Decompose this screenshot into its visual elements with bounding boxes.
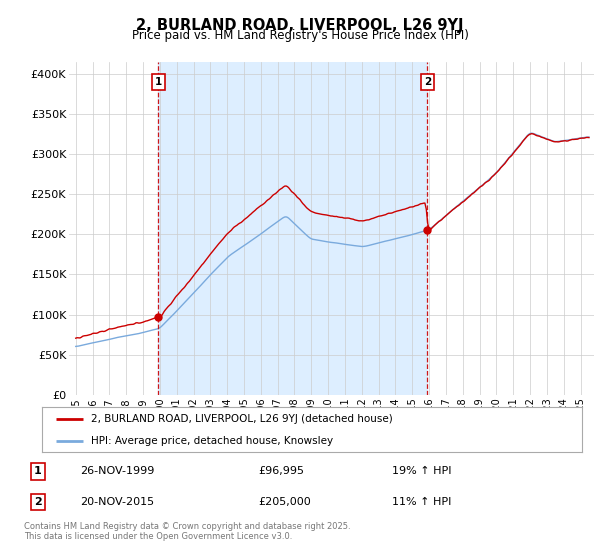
Text: Price paid vs. HM Land Registry's House Price Index (HPI): Price paid vs. HM Land Registry's House … <box>131 29 469 42</box>
Text: £205,000: £205,000 <box>259 497 311 507</box>
Text: HPI: Average price, detached house, Knowsley: HPI: Average price, detached house, Know… <box>91 436 333 446</box>
Text: 11% ↑ HPI: 11% ↑ HPI <box>392 497 452 507</box>
Text: 1: 1 <box>34 466 42 477</box>
Text: 2: 2 <box>424 77 431 87</box>
Text: £96,995: £96,995 <box>259 466 304 477</box>
Bar <box>158 62 427 395</box>
Text: 2: 2 <box>34 497 42 507</box>
Text: 1: 1 <box>155 77 162 87</box>
Text: 2, BURLAND ROAD, LIVERPOOL, L26 9YJ (detached house): 2, BURLAND ROAD, LIVERPOOL, L26 9YJ (det… <box>91 414 392 424</box>
Text: 20-NOV-2015: 20-NOV-2015 <box>80 497 154 507</box>
Text: 26-NOV-1999: 26-NOV-1999 <box>80 466 154 477</box>
Text: 2, BURLAND ROAD, LIVERPOOL, L26 9YJ: 2, BURLAND ROAD, LIVERPOOL, L26 9YJ <box>136 18 464 33</box>
Text: Contains HM Land Registry data © Crown copyright and database right 2025.
This d: Contains HM Land Registry data © Crown c… <box>24 522 350 542</box>
Text: 19% ↑ HPI: 19% ↑ HPI <box>392 466 452 477</box>
